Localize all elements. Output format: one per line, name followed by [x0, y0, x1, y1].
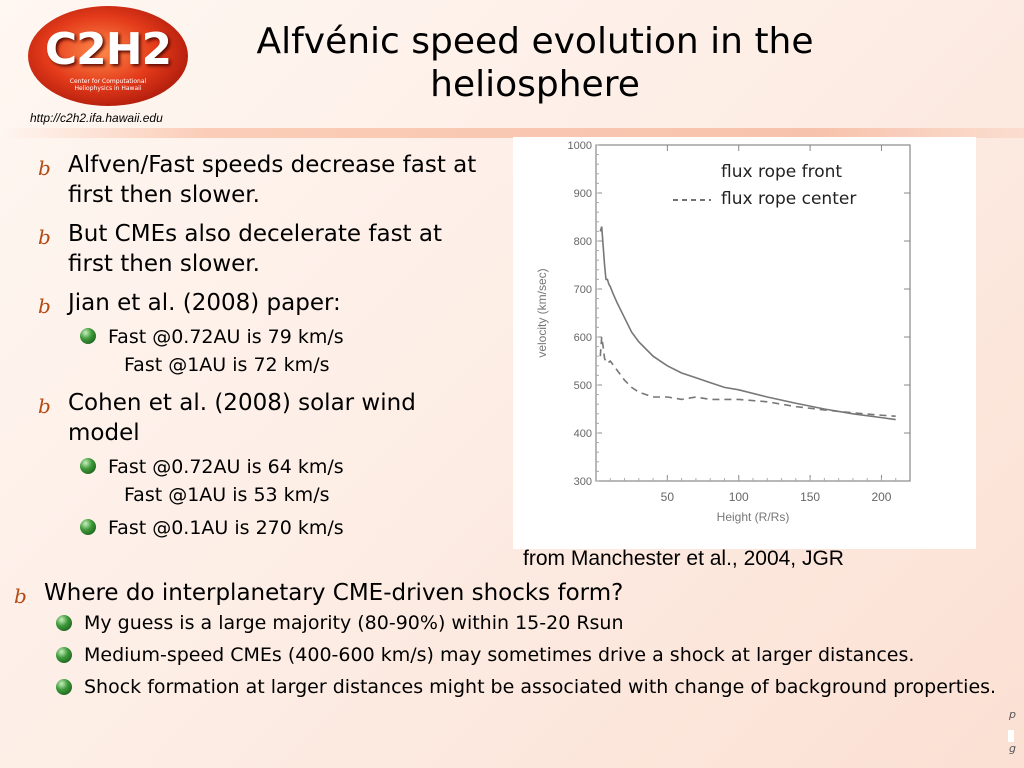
green-sphere-icon: [80, 519, 96, 535]
logo: C2H2 Center for Computational Heliophysi…: [28, 6, 188, 106]
bullet-item: b But CMEs also decelerate fast at first…: [38, 219, 488, 279]
sub-bullet-text: Medium-speed CMEs (400-600 km/s) may som…: [84, 644, 915, 666]
bullet-text: Where do interplanetary CME-driven shock…: [44, 580, 624, 606]
y-axis-label: velocity (km/sec): [535, 268, 549, 357]
chart-caption: from Manchester et al., 2004, JGR: [523, 547, 844, 570]
y-tick-label: 600: [574, 332, 592, 344]
sub-bullet-line: Fast @1AU is 72 km/s: [124, 354, 330, 376]
series-line-front: [599, 226, 896, 421]
site-url[interactable]: http://c2h2.ifa.hawaii.edu: [30, 111, 163, 125]
bullet-item: b Alfven/Fast speeds decrease fast at fi…: [38, 150, 488, 210]
y-tick-label: 800: [574, 236, 592, 248]
sub-bullet-text: Shock formation at larger distances migh…: [84, 676, 997, 698]
logo-subtitle: Center for Computational Heliophysics in…: [69, 78, 147, 92]
sub-bullet-line: Fast @0.72AU is 79 km/s: [108, 326, 344, 348]
corner-marker: [1008, 730, 1014, 742]
green-sphere-icon: [56, 679, 72, 695]
bullet-text: Cohen et al. (2008) solar wind model: [68, 390, 416, 446]
sub-bullet-item: Fast @0.1AU is 270 km/s: [80, 514, 488, 542]
y-tick-label: 300: [574, 476, 592, 488]
header-divider: [0, 128, 1024, 138]
sub-bullet-line: Fast @0.1AU is 270 km/s: [108, 517, 344, 539]
x-tick-label: 100: [729, 490, 749, 504]
sub-bullet-item: My guess is a large majority (80-90%) wi…: [56, 610, 1004, 637]
legend-entry: flux rope front: [721, 162, 842, 182]
green-sphere-icon: [80, 328, 96, 344]
y-tick-label: 700: [574, 284, 592, 296]
bullet-glyph-icon: b: [38, 225, 51, 249]
bullet-glyph-icon: b: [38, 394, 51, 418]
bullet-glyph-icon: b: [38, 294, 51, 318]
x-tick-label: 150: [800, 490, 820, 504]
bullet-item: b Where do interplanetary CME-driven sho…: [14, 578, 1004, 608]
bullet-glyph-icon: b: [14, 584, 27, 608]
bullet-text: Alfven/Fast speeds decrease fast at firs…: [68, 152, 477, 208]
green-sphere-icon: [80, 458, 96, 474]
legend-entry: flux rope center: [721, 189, 856, 209]
sub-bullet-text: My guess is a large majority (80-90%) wi…: [84, 612, 624, 634]
bullet-item: b Jian et al. (2008) paper:: [38, 288, 488, 318]
series-line-center: [599, 336, 896, 417]
green-sphere-icon: [56, 615, 72, 631]
bullet-item: b Cohen et al. (2008) solar wind model: [38, 388, 488, 448]
sub-bullet-item: Medium-speed CMEs (400-600 km/s) may som…: [56, 642, 1004, 669]
x-axis-label: Height (R/Rs): [717, 510, 790, 524]
logo-text: C2H2: [44, 24, 172, 75]
velocity-chart-svg: 300 400 500 600 700 800 900 1000 50 100 150 200 Heig…: [535, 140, 911, 524]
slide-title: Alfvénic speed evolution in the heliosph…: [256, 21, 814, 105]
sub-bullet-line: Fast @0.72AU is 64 km/s: [108, 456, 344, 478]
sub-bullet-item: Shock formation at larger distances migh…: [56, 674, 1004, 701]
bullet-list: b Alfven/Fast speeds decrease fast at fi…: [38, 150, 488, 551]
corner-text-bottom: g: [1009, 742, 1016, 755]
y-tick-label: 1000: [568, 140, 592, 152]
sub-bullet-line: Fast @1AU is 53 km/s: [124, 484, 330, 506]
y-tick-label: 900: [574, 188, 592, 200]
y-tick-label: 500: [574, 380, 592, 392]
bullet-text: Jian et al. (2008) paper:: [68, 290, 341, 316]
y-tick-label: 400: [574, 428, 592, 440]
green-sphere-icon: [56, 647, 72, 663]
lower-bullet-list: b Where do interplanetary CME-driven sho…: [14, 578, 1004, 706]
sub-bullet-item: Fast @0.72AU is 64 km/s Fast @1AU is 53 …: [80, 453, 488, 509]
velocity-chart: 300 400 500 600 700 800 900 1000 50 100 150 200 Heig…: [513, 137, 976, 549]
bullet-glyph-icon: b: [38, 156, 51, 180]
x-tick-label: 200: [871, 490, 891, 504]
corner-text-top: p: [1009, 708, 1016, 721]
x-tick-label: 50: [661, 490, 675, 504]
sub-bullet-item: Fast @0.72AU is 79 km/s Fast @1AU is 72 …: [80, 323, 488, 379]
bullet-text: But CMEs also decelerate fast at first t…: [68, 221, 442, 277]
